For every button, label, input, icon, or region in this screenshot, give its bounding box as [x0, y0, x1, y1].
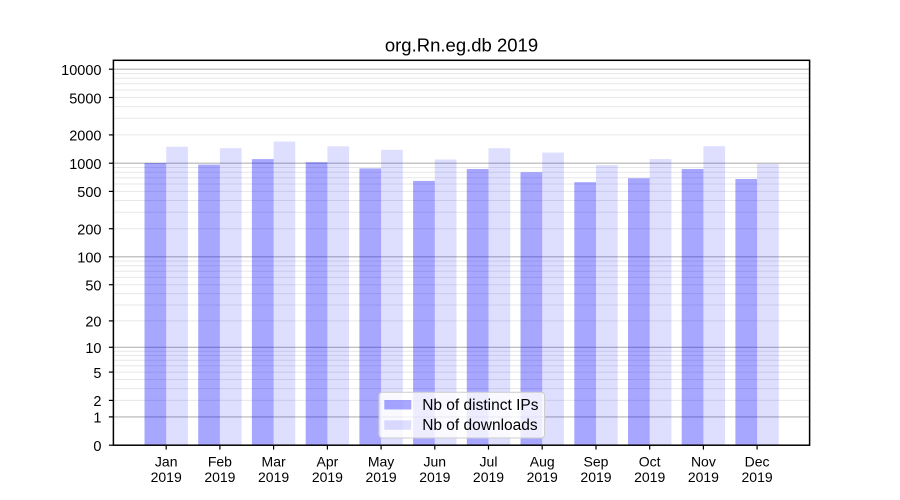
svg-text:May: May: [368, 453, 394, 469]
svg-text:Sep: Sep: [584, 453, 609, 469]
svg-text:Jul: Jul: [480, 453, 498, 469]
svg-text:2019: 2019: [258, 469, 289, 485]
svg-text:Jun: Jun: [424, 453, 447, 469]
svg-text:Mar: Mar: [262, 453, 286, 469]
svg-text:100: 100: [77, 251, 101, 267]
svg-text:2019: 2019: [204, 469, 235, 485]
svg-text:2: 2: [93, 394, 101, 410]
svg-text:2019: 2019: [580, 469, 611, 485]
svg-text:2019: 2019: [366, 469, 397, 485]
svg-text:Dec: Dec: [745, 453, 770, 469]
svg-text:2019: 2019: [473, 469, 504, 485]
svg-text:2000: 2000: [69, 129, 101, 145]
svg-text:Nov: Nov: [691, 453, 716, 469]
svg-text:2019: 2019: [527, 469, 558, 485]
svg-text:Nb of downloads: Nb of downloads: [422, 417, 538, 434]
svg-text:2019: 2019: [312, 469, 343, 485]
svg-text:Nb of distinct IPs: Nb of distinct IPs: [422, 397, 539, 414]
svg-text:1000: 1000: [69, 157, 101, 173]
svg-text:Apr: Apr: [317, 453, 339, 469]
svg-text:2019: 2019: [151, 469, 182, 485]
svg-text:Aug: Aug: [530, 453, 555, 469]
svg-text:Oct: Oct: [639, 453, 661, 469]
svg-text:2019: 2019: [634, 469, 665, 485]
svg-text:org.Rn.eg.db 2019: org.Rn.eg.db 2019: [385, 35, 538, 56]
svg-text:10000: 10000: [61, 63, 101, 79]
svg-text:10: 10: [85, 341, 101, 357]
svg-text:50: 50: [85, 279, 101, 295]
svg-text:0: 0: [93, 439, 101, 455]
svg-text:Feb: Feb: [208, 453, 232, 469]
svg-text:2019: 2019: [688, 469, 719, 485]
svg-text:5: 5: [93, 366, 101, 382]
svg-text:2019: 2019: [742, 469, 773, 485]
svg-text:500: 500: [77, 185, 101, 201]
svg-text:2019: 2019: [419, 469, 450, 485]
svg-text:5000: 5000: [69, 91, 101, 107]
svg-text:200: 200: [77, 223, 101, 239]
svg-text:Jan: Jan: [155, 453, 178, 469]
svg-text:20: 20: [85, 315, 101, 331]
svg-text:1: 1: [93, 411, 101, 427]
